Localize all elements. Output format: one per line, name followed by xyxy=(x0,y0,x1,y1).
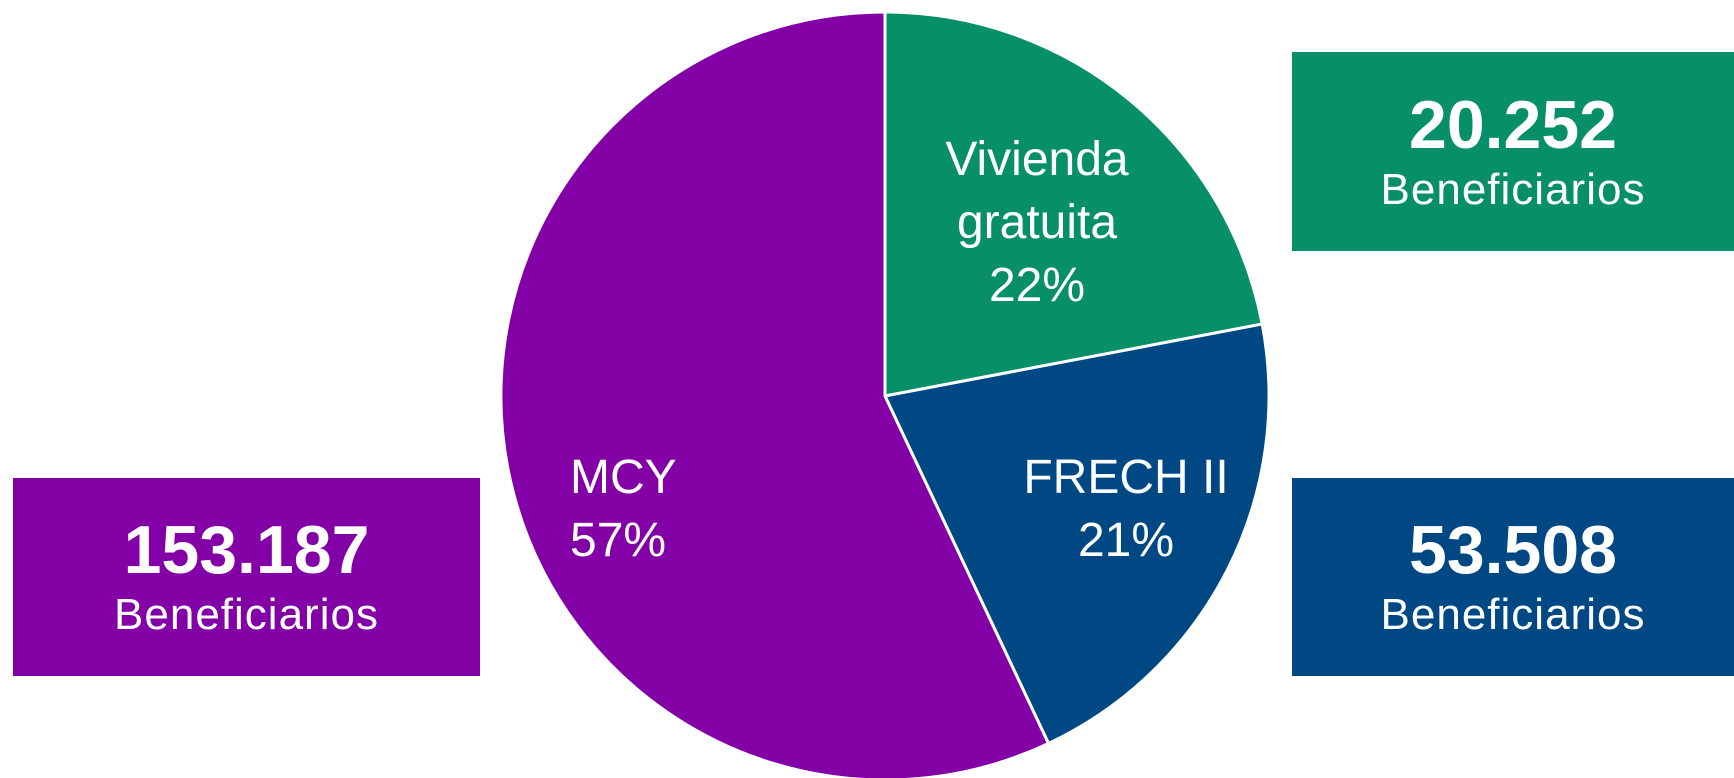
count-box: 53.508 Beneficiarios xyxy=(1292,478,1734,676)
category: Vivienda gratuita xyxy=(945,133,1129,249)
count-caption: Beneficiarios xyxy=(1380,164,1646,214)
count: 153.187 xyxy=(123,512,370,588)
slice-label: Vivienda gratuita 22% xyxy=(917,128,1157,317)
pie-slice xyxy=(882,322,1271,746)
count: 53.508 xyxy=(1409,512,1617,588)
percent: 21% xyxy=(1077,514,1175,567)
count-caption: Beneficiarios xyxy=(1380,590,1646,639)
count-caption: Beneficiarios xyxy=(114,590,379,639)
pie-slice xyxy=(883,10,1264,398)
category: MCY xyxy=(570,451,677,504)
count-box: 20.252 Beneficiarios xyxy=(1292,52,1734,251)
slice-label: FRECH II 21% xyxy=(996,446,1256,572)
percent: 22% xyxy=(988,259,1086,312)
count: 20.252 xyxy=(1409,86,1617,163)
category: FRECH II xyxy=(1023,451,1229,504)
count-box: 153.187 Beneficiarios xyxy=(13,478,480,676)
slice-label: MCY 57% xyxy=(570,446,677,572)
percent: 57% xyxy=(570,514,667,567)
